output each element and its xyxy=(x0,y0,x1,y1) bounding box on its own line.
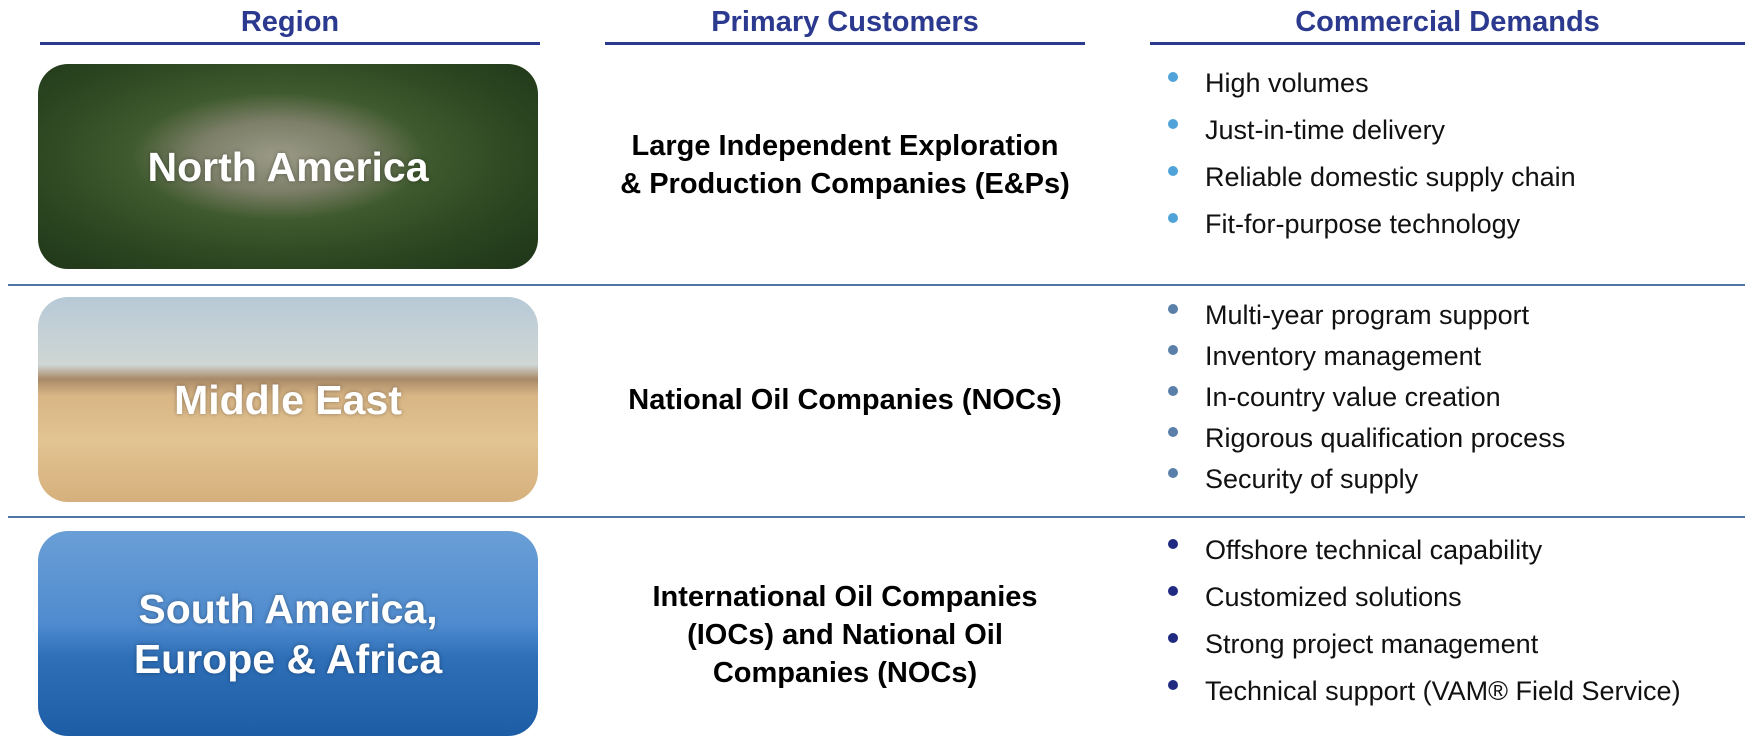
demand-item: Offshore technical capability xyxy=(1205,535,1543,565)
bullet xyxy=(1168,386,1178,396)
bullet xyxy=(1168,539,1178,549)
bullet xyxy=(1168,119,1178,129)
bullet xyxy=(1168,72,1178,82)
row-separator xyxy=(8,284,1745,286)
column-header: Primary Customers xyxy=(605,2,1085,45)
bullet xyxy=(1168,633,1178,643)
demand-item: Fit-for-purpose technology xyxy=(1205,209,1521,239)
demand-item: Just-in-time delivery xyxy=(1205,115,1446,145)
region-image: South America, Europe & Africa xyxy=(38,531,538,736)
demand-item: Technical support (VAM® Field Service) xyxy=(1205,676,1681,706)
demand-item: High volumes xyxy=(1205,68,1369,98)
bullet xyxy=(1168,586,1178,596)
region-label: Middle East xyxy=(174,376,402,423)
demand-item: Rigorous qualification process xyxy=(1205,423,1566,453)
demand-item: Multi-year program support xyxy=(1205,300,1530,330)
column-header: Commercial Demands xyxy=(1150,2,1745,45)
bullet xyxy=(1168,304,1178,314)
bullet xyxy=(1168,345,1178,355)
bullet xyxy=(1168,213,1178,223)
demand-item: Reliable domestic supply chain xyxy=(1205,162,1576,192)
demand-item: Inventory management xyxy=(1205,341,1482,371)
region-label: South America, Europe & Africa xyxy=(133,585,443,682)
bullet xyxy=(1168,680,1178,690)
column-header: Region xyxy=(40,2,540,45)
region-image: Middle East xyxy=(38,297,538,502)
customer-text: International Oil Companies (IOCs) and N… xyxy=(652,581,1038,689)
row-separator xyxy=(8,516,1745,518)
region-image: North America xyxy=(38,64,538,269)
customer-text: Large Independent Exploration & Producti… xyxy=(620,130,1070,200)
customer-text: National Oil Companies (NOCs) xyxy=(628,384,1062,416)
bullet xyxy=(1168,166,1178,176)
bullet xyxy=(1168,427,1178,437)
demand-item: Security of supply xyxy=(1205,464,1419,494)
bullet xyxy=(1168,468,1178,478)
demand-item: Strong project management xyxy=(1205,629,1539,659)
demand-item: In-country value creation xyxy=(1205,382,1501,412)
region-label: North America xyxy=(147,143,429,190)
demand-item: Customized solutions xyxy=(1205,582,1462,612)
